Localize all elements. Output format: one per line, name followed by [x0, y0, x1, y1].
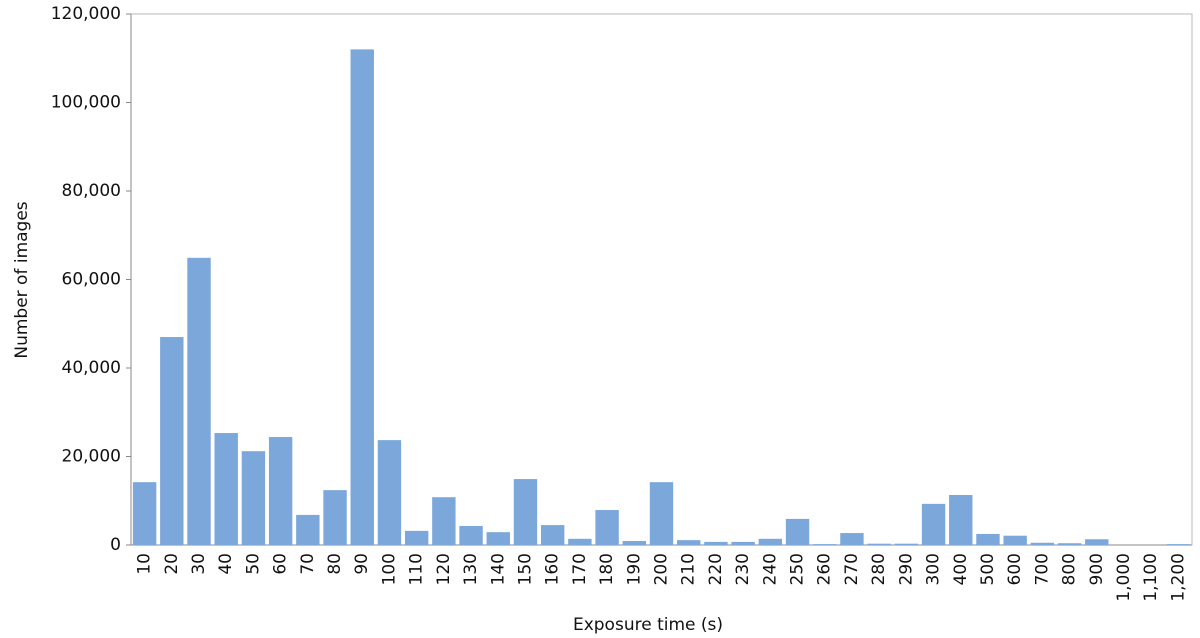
- bar: [1166, 544, 1191, 545]
- x-tick-label: 240: [760, 553, 780, 585]
- x-tick-label: 190: [624, 553, 644, 585]
- x-tick-label: 160: [543, 553, 563, 585]
- x-tick-label: 1,000: [1114, 553, 1134, 602]
- bar: [187, 257, 211, 545]
- bar: [404, 530, 429, 545]
- y-axis-title: Number of images: [12, 201, 32, 358]
- x-tick-label: 400: [951, 553, 971, 585]
- x-tick-label: 300: [924, 553, 944, 585]
- x-tick-label: 180: [597, 553, 617, 585]
- bar: [568, 538, 592, 545]
- x-tick-label: 700: [1032, 553, 1052, 585]
- x-tick-label: 70: [298, 553, 318, 575]
- x-tick-label: 150: [515, 553, 535, 585]
- x-tick-label: 110: [407, 553, 427, 585]
- y-tick-label: 120,000: [51, 4, 121, 24]
- x-tick-label: 30: [189, 553, 209, 575]
- bar: [949, 494, 973, 545]
- x-tick-label: 200: [652, 553, 672, 585]
- x-tick-label: 50: [243, 553, 263, 575]
- bar: [296, 514, 320, 545]
- x-tick-label: 250: [788, 553, 808, 585]
- y-tick-label: 60,000: [62, 270, 121, 290]
- bar: [323, 490, 347, 545]
- bar: [921, 503, 946, 545]
- bar: [513, 479, 538, 545]
- x-tick-label: 170: [570, 553, 590, 585]
- bar: [268, 437, 293, 545]
- x-tick-label: 260: [815, 553, 835, 585]
- x-tick-label: 20: [162, 553, 182, 575]
- x-tick-label: 40: [216, 553, 236, 575]
- bar: [649, 482, 674, 545]
- bar: [867, 543, 891, 545]
- bar: [1003, 535, 1027, 545]
- bar: [840, 533, 864, 545]
- x-tick-label: 800: [1060, 553, 1080, 585]
- bar: [540, 525, 565, 545]
- bar: [1030, 542, 1055, 545]
- y-tick-label: 100,000: [51, 93, 121, 113]
- bar: [976, 533, 1000, 545]
- x-tick-label: 600: [1005, 553, 1025, 585]
- y-tick-label: 40,000: [62, 358, 121, 378]
- x-tick-label: 230: [733, 553, 753, 585]
- bar: [350, 49, 374, 546]
- bar: [595, 510, 619, 545]
- bar: [785, 518, 810, 545]
- x-tick-label: 100: [379, 553, 399, 585]
- x-tick-label: 1,200: [1168, 553, 1188, 602]
- x-tick-label: 130: [461, 553, 481, 585]
- bar: [132, 482, 157, 545]
- x-tick-label: 210: [679, 553, 699, 585]
- x-tick-label: 140: [488, 553, 508, 585]
- x-tick-label: 900: [1087, 553, 1107, 585]
- x-tick-label: 60: [271, 553, 291, 575]
- bar: [1057, 543, 1082, 545]
- bar: [486, 532, 510, 545]
- x-tick-label: 90: [352, 553, 372, 575]
- bar: [214, 433, 238, 545]
- bar: [1085, 539, 1109, 545]
- bar: [377, 440, 402, 545]
- bar: [622, 541, 646, 545]
- y-tick-label: 80,000: [62, 181, 121, 201]
- bar: [758, 538, 783, 545]
- x-tick-label: 500: [978, 553, 998, 585]
- bar: [677, 540, 701, 545]
- bar: [160, 337, 184, 545]
- x-tick-label: 270: [842, 553, 862, 585]
- x-tick-label: 280: [869, 553, 889, 585]
- x-tick-label: 1,100: [1141, 553, 1161, 602]
- x-tick-label: 120: [434, 553, 454, 585]
- x-tick-label: 290: [896, 553, 916, 585]
- bar: [704, 541, 728, 545]
- bar: [731, 541, 755, 545]
- x-tick-label: 220: [706, 553, 726, 585]
- bar: [813, 544, 837, 545]
- x-tick-label: 80: [325, 553, 345, 575]
- bar: [432, 497, 456, 545]
- x-axis-title: Exposure time (s): [573, 615, 723, 635]
- y-tick-label: 20,000: [62, 447, 121, 467]
- bar: [894, 543, 919, 545]
- x-tick-label: 10: [135, 553, 155, 575]
- bar: [459, 525, 483, 545]
- y-tick-label: 0: [110, 535, 121, 555]
- bar: [241, 451, 266, 545]
